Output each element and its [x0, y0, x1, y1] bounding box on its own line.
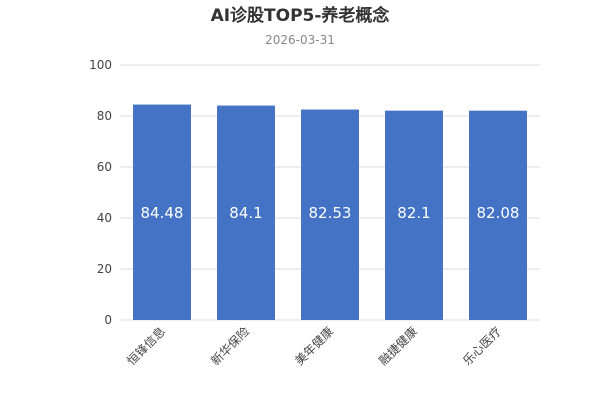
bar: [133, 104, 191, 321]
chart-title: AI诊股TOP5-养老概念: [211, 5, 390, 26]
bar: [301, 109, 359, 321]
bar: [385, 110, 443, 321]
data-label: 84.48: [141, 204, 184, 222]
chart-subtitle: 2026-03-31: [265, 33, 335, 47]
y-tick-label: 80: [97, 109, 112, 123]
x-axis: 恒锋信息 新华保险 美年健康 融捷健康 乐心医疗: [124, 324, 505, 369]
x-tick-label: 融捷健康: [376, 324, 421, 369]
x-tick-label: 美年健康: [292, 324, 337, 369]
data-label: 84.1: [229, 204, 262, 222]
y-tick-label: 100: [89, 58, 112, 72]
bar: [469, 110, 527, 320]
y-tick-label: 60: [97, 160, 112, 174]
data-label: 82.1: [397, 204, 430, 222]
x-tick-label: 新华保险: [208, 324, 253, 369]
data-label: 82.08: [477, 204, 520, 222]
x-tick-label: 恒锋信息: [124, 324, 169, 369]
y-tick-label: 40: [97, 211, 112, 225]
bars: [133, 104, 527, 321]
y-tick-label: 20: [97, 262, 112, 276]
y-tick-label: 0: [104, 313, 112, 327]
bar: [217, 105, 275, 320]
y-axis: 0 20 40 60 80 100: [89, 58, 112, 327]
data-labels: 84.48 84.1 82.53 82.1 82.08: [141, 204, 520, 222]
data-label: 82.53: [309, 204, 352, 222]
x-tick-label: 乐心医疗: [460, 324, 504, 368]
